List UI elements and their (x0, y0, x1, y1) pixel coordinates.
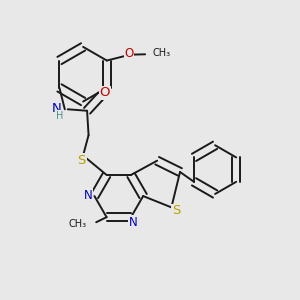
Text: N: N (129, 216, 138, 229)
Text: N: N (52, 102, 61, 115)
Text: O: O (100, 86, 110, 99)
Text: N: N (83, 189, 92, 202)
Text: S: S (172, 204, 180, 218)
Text: O: O (124, 47, 134, 61)
Text: CH₃: CH₃ (68, 219, 86, 229)
Text: S: S (77, 154, 86, 167)
Text: H: H (56, 111, 64, 121)
Text: CH₃: CH₃ (153, 48, 171, 59)
